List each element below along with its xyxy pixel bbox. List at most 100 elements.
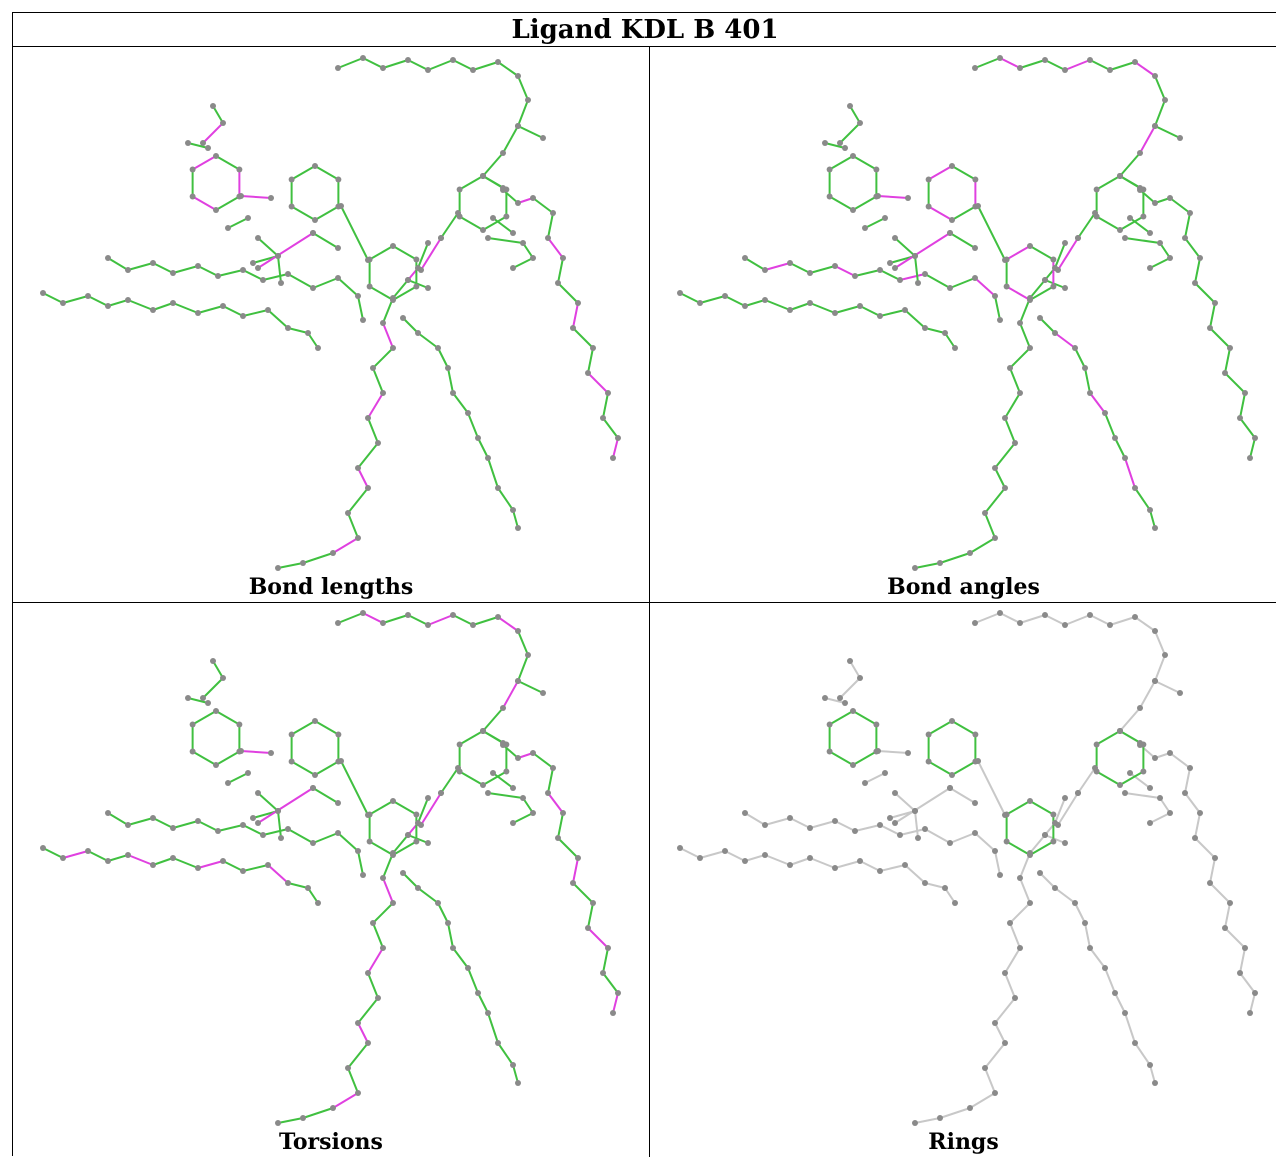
atom [1117, 728, 1123, 734]
atom [826, 193, 833, 200]
atom [1087, 57, 1093, 63]
atom [500, 150, 506, 156]
atom [852, 273, 858, 279]
bond [1239, 972, 1256, 994]
atom [1003, 256, 1010, 263]
atom [1147, 1062, 1153, 1068]
bond [834, 265, 856, 277]
atom [1152, 525, 1158, 531]
atom [832, 865, 838, 871]
bond [517, 680, 544, 694]
bond [240, 750, 272, 754]
atom [1112, 990, 1118, 996]
atom [1147, 785, 1153, 791]
atom [697, 855, 703, 861]
atom [852, 828, 858, 834]
atom [1117, 782, 1123, 788]
bond [452, 59, 474, 71]
atom [213, 762, 219, 768]
bond [724, 295, 746, 307]
atom [610, 455, 616, 461]
atom [485, 1010, 491, 1016]
bond [1089, 614, 1111, 626]
atom [150, 815, 156, 821]
bond [1019, 59, 1046, 69]
bond [1004, 417, 1016, 444]
atom [1027, 243, 1033, 249]
atom [1037, 315, 1043, 321]
atom [1062, 622, 1068, 628]
atom [847, 658, 853, 664]
bond [879, 269, 901, 281]
bond [340, 760, 369, 816]
bond [337, 57, 364, 69]
atom [1082, 920, 1088, 926]
atom [575, 300, 581, 306]
bond [951, 760, 976, 776]
atom [195, 263, 201, 269]
bond [459, 730, 484, 746]
atom [278, 280, 284, 286]
atom [360, 872, 366, 878]
bond [459, 215, 484, 231]
bond [197, 305, 224, 314]
atom [697, 300, 703, 306]
atom [1027, 900, 1033, 906]
bond [217, 269, 244, 277]
bond [87, 850, 109, 862]
atom [1237, 970, 1243, 976]
atom [105, 858, 111, 864]
atom [450, 945, 456, 951]
atom [915, 835, 921, 841]
bond [1089, 947, 1106, 969]
bond [314, 165, 339, 181]
bond [974, 57, 1001, 69]
atom [480, 782, 486, 788]
atom [585, 925, 591, 931]
atom [600, 415, 606, 421]
atom [225, 780, 231, 786]
atom [125, 267, 131, 273]
bond [242, 269, 264, 281]
atom [1012, 995, 1018, 1001]
bond [357, 850, 364, 876]
atom [245, 215, 251, 221]
atom [925, 203, 932, 210]
atom [1102, 410, 1108, 416]
atom [877, 267, 883, 273]
atom [300, 1115, 306, 1121]
atom [1007, 920, 1013, 926]
atom [335, 800, 341, 806]
atom [787, 862, 793, 868]
panel-label-rings: Rings [928, 1129, 999, 1155]
atom [530, 255, 536, 261]
bond [357, 442, 379, 469]
bond [242, 864, 269, 872]
bond [1057, 237, 1079, 271]
atom [992, 1020, 998, 1026]
bond [879, 824, 901, 836]
bond [277, 562, 304, 569]
bond [1209, 302, 1216, 329]
bond [1006, 840, 1031, 856]
atom [390, 345, 396, 351]
bond [1009, 922, 1021, 949]
atom [425, 285, 431, 291]
bond [849, 105, 861, 124]
atom [105, 303, 111, 309]
atom [947, 230, 953, 236]
bond [894, 792, 916, 812]
bond [492, 217, 514, 234]
bond [452, 614, 474, 626]
atoms [677, 610, 1258, 1126]
atom [515, 200, 521, 206]
bond [192, 710, 217, 726]
bond [372, 902, 394, 924]
atom [236, 166, 243, 173]
bond [192, 195, 217, 211]
atom [1207, 880, 1213, 886]
bond [347, 512, 359, 539]
bond [994, 467, 1006, 489]
bond [602, 392, 609, 419]
bond [291, 720, 316, 736]
